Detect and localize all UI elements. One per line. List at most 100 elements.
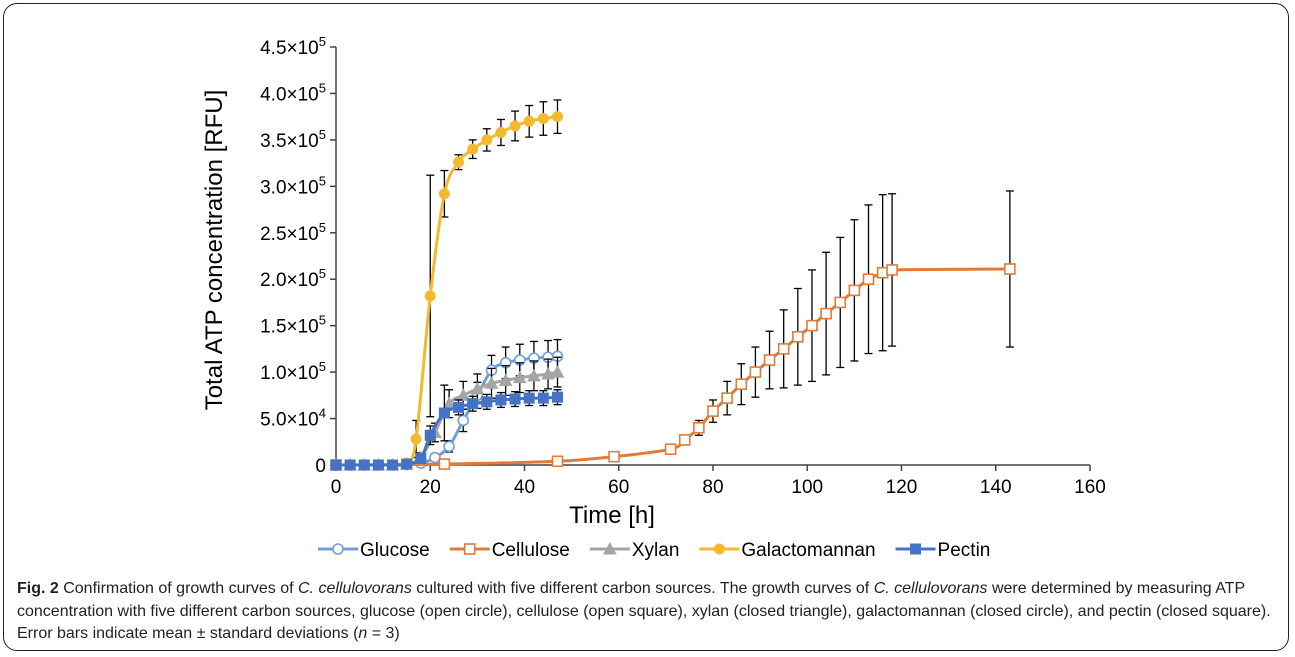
data-point xyxy=(453,156,465,168)
legend-label: Xylan xyxy=(632,540,680,561)
series-pectin xyxy=(330,384,563,471)
data-point xyxy=(820,307,832,320)
data-point xyxy=(481,396,493,408)
figure-label: Fig. 2 xyxy=(17,580,59,597)
legend-item-pectin: Pectin xyxy=(895,540,990,561)
x-ticks: 0 20 40 60 80 100 120 140 160 xyxy=(331,465,1106,498)
data-point xyxy=(344,459,356,471)
data-point xyxy=(806,319,818,332)
caption-text-3: were determined by measuring ATP concent… xyxy=(17,580,1271,642)
x-tick-label: 80 xyxy=(702,477,723,498)
data-point xyxy=(410,433,422,445)
data-point xyxy=(848,284,861,297)
data-point xyxy=(387,459,399,471)
data-point xyxy=(424,290,436,302)
data-point xyxy=(512,370,527,384)
data-point xyxy=(749,366,762,378)
data-point xyxy=(523,115,535,127)
data-point xyxy=(678,434,691,446)
data-point xyxy=(551,111,563,123)
data-point xyxy=(443,440,455,453)
data-point xyxy=(457,414,470,427)
data-point xyxy=(608,450,620,463)
legend-item-cellulose: Cellulose xyxy=(449,540,570,561)
y-tick-label: 2.0×105 xyxy=(260,266,326,291)
data-point xyxy=(484,376,499,389)
figure-frame xyxy=(3,3,1289,651)
y-tick-label: 1.5×105 xyxy=(260,313,326,338)
y-tick-label: 1.0×105 xyxy=(260,359,326,384)
data-point xyxy=(777,343,790,355)
data-point xyxy=(453,401,465,413)
data-point xyxy=(1004,263,1016,275)
data-point xyxy=(456,388,471,401)
legend-marker xyxy=(332,543,344,555)
x-tick-label: 20 xyxy=(420,477,441,498)
caption-text-1: Confirmation of growth curves of xyxy=(58,580,298,597)
data-point xyxy=(886,264,898,276)
legend-label: Glucose xyxy=(360,540,430,561)
data-point xyxy=(424,429,436,441)
data-point xyxy=(693,422,705,434)
x-tick-label: 120 xyxy=(886,477,918,498)
data-point xyxy=(481,134,493,146)
data-point xyxy=(550,365,565,378)
data-point xyxy=(429,451,441,464)
data-point xyxy=(467,143,479,155)
x-tick-label: 0 xyxy=(331,477,342,498)
data-point xyxy=(537,392,549,404)
data-point xyxy=(509,120,521,132)
organism-name-2: C. cellulovorans xyxy=(873,580,988,597)
data-point xyxy=(707,405,719,417)
legend-label: Cellulose xyxy=(492,540,570,561)
data-point xyxy=(551,391,563,403)
y-tick-label: 4.0×105 xyxy=(260,80,326,105)
y-tick-label: 2.5×105 xyxy=(260,220,326,245)
data-point xyxy=(498,373,513,386)
growth-curve-chart: 0 20 40 60 80 100 120 140 160 0 5.0×104 1.0×105 1.5… xyxy=(201,34,1106,561)
legend-marker xyxy=(910,543,922,555)
data-point xyxy=(467,398,479,410)
legend-item-glucose: Glucose xyxy=(318,540,430,561)
data-point xyxy=(541,366,555,380)
x-tick-label: 160 xyxy=(1074,477,1106,498)
data-point xyxy=(509,393,521,405)
data-point xyxy=(523,392,535,404)
data-point xyxy=(537,113,549,125)
legend: Glucose Cellulose Xylan Galactomannan Pectin xyxy=(318,540,990,561)
x-tick-label: 140 xyxy=(980,477,1012,498)
data-point xyxy=(664,443,677,456)
y-tick-label: 3.5×105 xyxy=(260,127,326,152)
data-point xyxy=(495,394,507,406)
legend-marker xyxy=(713,543,725,555)
y-ticks: 0 5.0×104 1.0×105 1.5×105 2.0×105 2.5×105 3.0×… xyxy=(260,34,336,477)
y-axis-label: Total ATP concentration [RFU] xyxy=(201,90,228,411)
data-point xyxy=(401,458,413,470)
legend-item-galactomannan: Galactomannan xyxy=(699,540,876,561)
data-point xyxy=(372,459,384,471)
legend-item-xylan: Xylan xyxy=(589,540,680,561)
data-point xyxy=(415,452,427,464)
x-tick-label: 100 xyxy=(791,477,823,498)
data-point xyxy=(495,126,507,138)
y-tick-label: 4.5×105 xyxy=(260,34,326,59)
data-point xyxy=(551,455,564,468)
y-tick-label: 5.0×104 xyxy=(260,406,326,431)
data-point xyxy=(834,296,847,309)
data-point xyxy=(862,273,875,286)
sample-size-symbol: n xyxy=(358,625,368,642)
x-tick-label: 40 xyxy=(514,477,535,498)
data-point xyxy=(721,392,733,404)
plot-area: 0 20 40 60 80 100 120 140 160 0 5.0×104 1.0×105 1.5… xyxy=(260,34,1106,498)
legend-marker xyxy=(603,541,617,555)
legend-label: Galactomannan xyxy=(741,540,875,561)
figure-caption: Fig. 2 Confirmation of growth curves of … xyxy=(17,578,1279,646)
data-point xyxy=(438,458,451,470)
data-point xyxy=(763,354,776,366)
data-point xyxy=(438,188,450,200)
data-point xyxy=(358,459,370,471)
y-tick-label: 0 xyxy=(315,456,326,477)
caption-text-4: = 3) xyxy=(367,625,400,642)
data-point xyxy=(330,459,342,471)
legend-marker xyxy=(463,543,476,555)
